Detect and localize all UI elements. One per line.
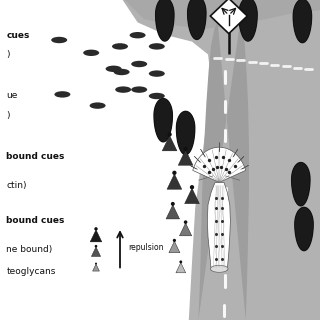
Text: bound cues: bound cues [6,216,65,225]
Polygon shape [239,0,257,41]
Ellipse shape [112,43,128,50]
Circle shape [171,202,175,206]
Text: ne bound): ne bound) [6,245,53,254]
Ellipse shape [54,91,70,98]
Text: bound cues: bound cues [6,152,65,161]
Polygon shape [162,135,177,151]
Ellipse shape [131,86,147,93]
Ellipse shape [211,265,228,272]
Circle shape [172,171,177,175]
Circle shape [95,245,97,248]
Text: ctin): ctin) [6,181,27,190]
Ellipse shape [106,66,122,72]
Text: ): ) [6,50,10,59]
Polygon shape [188,0,206,39]
Text: repulsion: repulsion [128,243,164,252]
Circle shape [184,220,188,224]
Polygon shape [295,207,313,251]
Circle shape [190,185,194,189]
Circle shape [183,147,188,151]
Polygon shape [293,0,312,43]
Polygon shape [118,0,320,29]
Polygon shape [178,150,193,165]
Ellipse shape [115,86,131,93]
Polygon shape [156,0,174,41]
Polygon shape [292,163,310,206]
Polygon shape [207,182,230,270]
Circle shape [173,239,176,242]
Polygon shape [193,147,246,182]
Ellipse shape [149,70,165,77]
Ellipse shape [83,50,99,56]
Polygon shape [176,111,195,155]
Text: teoglycans: teoglycans [6,268,56,276]
Polygon shape [166,205,180,219]
Polygon shape [180,223,192,236]
Circle shape [180,260,182,263]
Ellipse shape [90,102,106,109]
Polygon shape [169,241,180,253]
Circle shape [167,132,172,137]
Ellipse shape [131,61,147,67]
Polygon shape [92,264,100,271]
Text: cues: cues [6,31,30,40]
Polygon shape [154,99,172,142]
Polygon shape [210,0,247,34]
Circle shape [94,227,98,231]
Text: ): ) [6,111,10,120]
Polygon shape [167,174,182,189]
Polygon shape [90,230,102,242]
Polygon shape [118,0,320,320]
Ellipse shape [149,93,165,99]
Polygon shape [185,188,199,204]
Ellipse shape [114,69,130,75]
Polygon shape [92,247,100,257]
Polygon shape [176,263,186,273]
Ellipse shape [51,37,67,43]
Polygon shape [198,22,249,320]
Ellipse shape [149,43,165,50]
Circle shape [95,262,97,265]
Text: ue: ue [6,92,18,100]
Ellipse shape [130,32,146,38]
